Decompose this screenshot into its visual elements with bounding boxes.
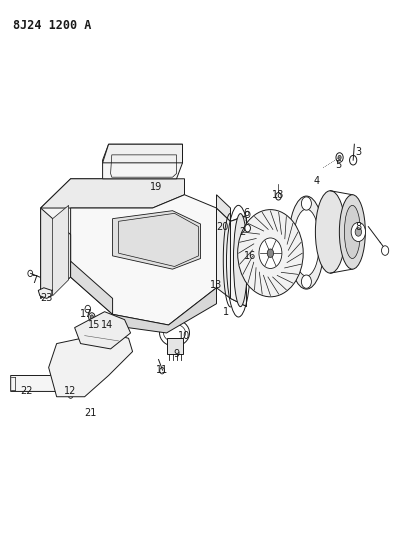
- Circle shape: [245, 211, 250, 217]
- Circle shape: [85, 305, 91, 313]
- Text: 8J24 1200 A: 8J24 1200 A: [13, 19, 91, 33]
- Text: 4: 4: [313, 176, 320, 187]
- FancyBboxPatch shape: [166, 338, 182, 354]
- Circle shape: [89, 313, 95, 321]
- Circle shape: [90, 315, 93, 319]
- Circle shape: [68, 392, 73, 398]
- Polygon shape: [71, 195, 217, 325]
- Circle shape: [338, 156, 341, 160]
- Polygon shape: [113, 211, 200, 269]
- Polygon shape: [41, 179, 184, 208]
- Text: 17: 17: [81, 309, 93, 319]
- Ellipse shape: [288, 196, 324, 289]
- Polygon shape: [49, 333, 133, 397]
- Ellipse shape: [316, 191, 345, 273]
- Circle shape: [350, 156, 357, 165]
- Polygon shape: [217, 208, 231, 298]
- Text: 19: 19: [150, 182, 163, 192]
- Polygon shape: [103, 144, 182, 179]
- Ellipse shape: [302, 197, 312, 210]
- Circle shape: [267, 249, 273, 257]
- Polygon shape: [75, 312, 131, 349]
- Polygon shape: [71, 261, 113, 314]
- Text: 11: 11: [156, 365, 169, 375]
- Text: 6: 6: [243, 208, 249, 219]
- Circle shape: [336, 153, 343, 163]
- Text: 5: 5: [335, 160, 342, 171]
- Text: 13: 13: [211, 280, 223, 290]
- Circle shape: [245, 224, 251, 232]
- Polygon shape: [109, 288, 217, 333]
- Text: 10: 10: [178, 330, 190, 341]
- Text: 23: 23: [41, 293, 53, 303]
- Text: 8: 8: [355, 222, 361, 232]
- Circle shape: [355, 228, 362, 236]
- Polygon shape: [38, 288, 52, 298]
- Ellipse shape: [302, 275, 312, 288]
- Circle shape: [351, 222, 366, 241]
- Circle shape: [259, 238, 282, 269]
- Text: 22: 22: [20, 386, 33, 397]
- Polygon shape: [41, 208, 71, 298]
- Polygon shape: [11, 375, 75, 391]
- Text: 9: 9: [174, 349, 180, 359]
- Text: 2: 2: [239, 227, 245, 237]
- Ellipse shape: [233, 214, 247, 306]
- Circle shape: [381, 246, 389, 255]
- Text: 7: 7: [32, 275, 38, 285]
- Text: 3: 3: [355, 147, 361, 157]
- Text: 21: 21: [85, 408, 97, 418]
- Circle shape: [28, 270, 32, 277]
- Polygon shape: [231, 216, 247, 306]
- Ellipse shape: [294, 209, 319, 276]
- Polygon shape: [217, 195, 231, 221]
- Polygon shape: [41, 179, 105, 298]
- Text: 14: 14: [101, 320, 113, 330]
- Polygon shape: [53, 205, 69, 296]
- Text: 16: 16: [244, 251, 257, 261]
- Ellipse shape: [344, 205, 360, 259]
- Text: 20: 20: [216, 222, 229, 232]
- Ellipse shape: [339, 195, 365, 269]
- Circle shape: [275, 192, 281, 200]
- Polygon shape: [103, 144, 182, 163]
- Text: 18: 18: [272, 190, 285, 200]
- Text: 12: 12: [65, 386, 77, 397]
- Text: 15: 15: [88, 320, 101, 330]
- Circle shape: [238, 209, 303, 297]
- Circle shape: [160, 368, 164, 374]
- Text: 1: 1: [223, 306, 229, 317]
